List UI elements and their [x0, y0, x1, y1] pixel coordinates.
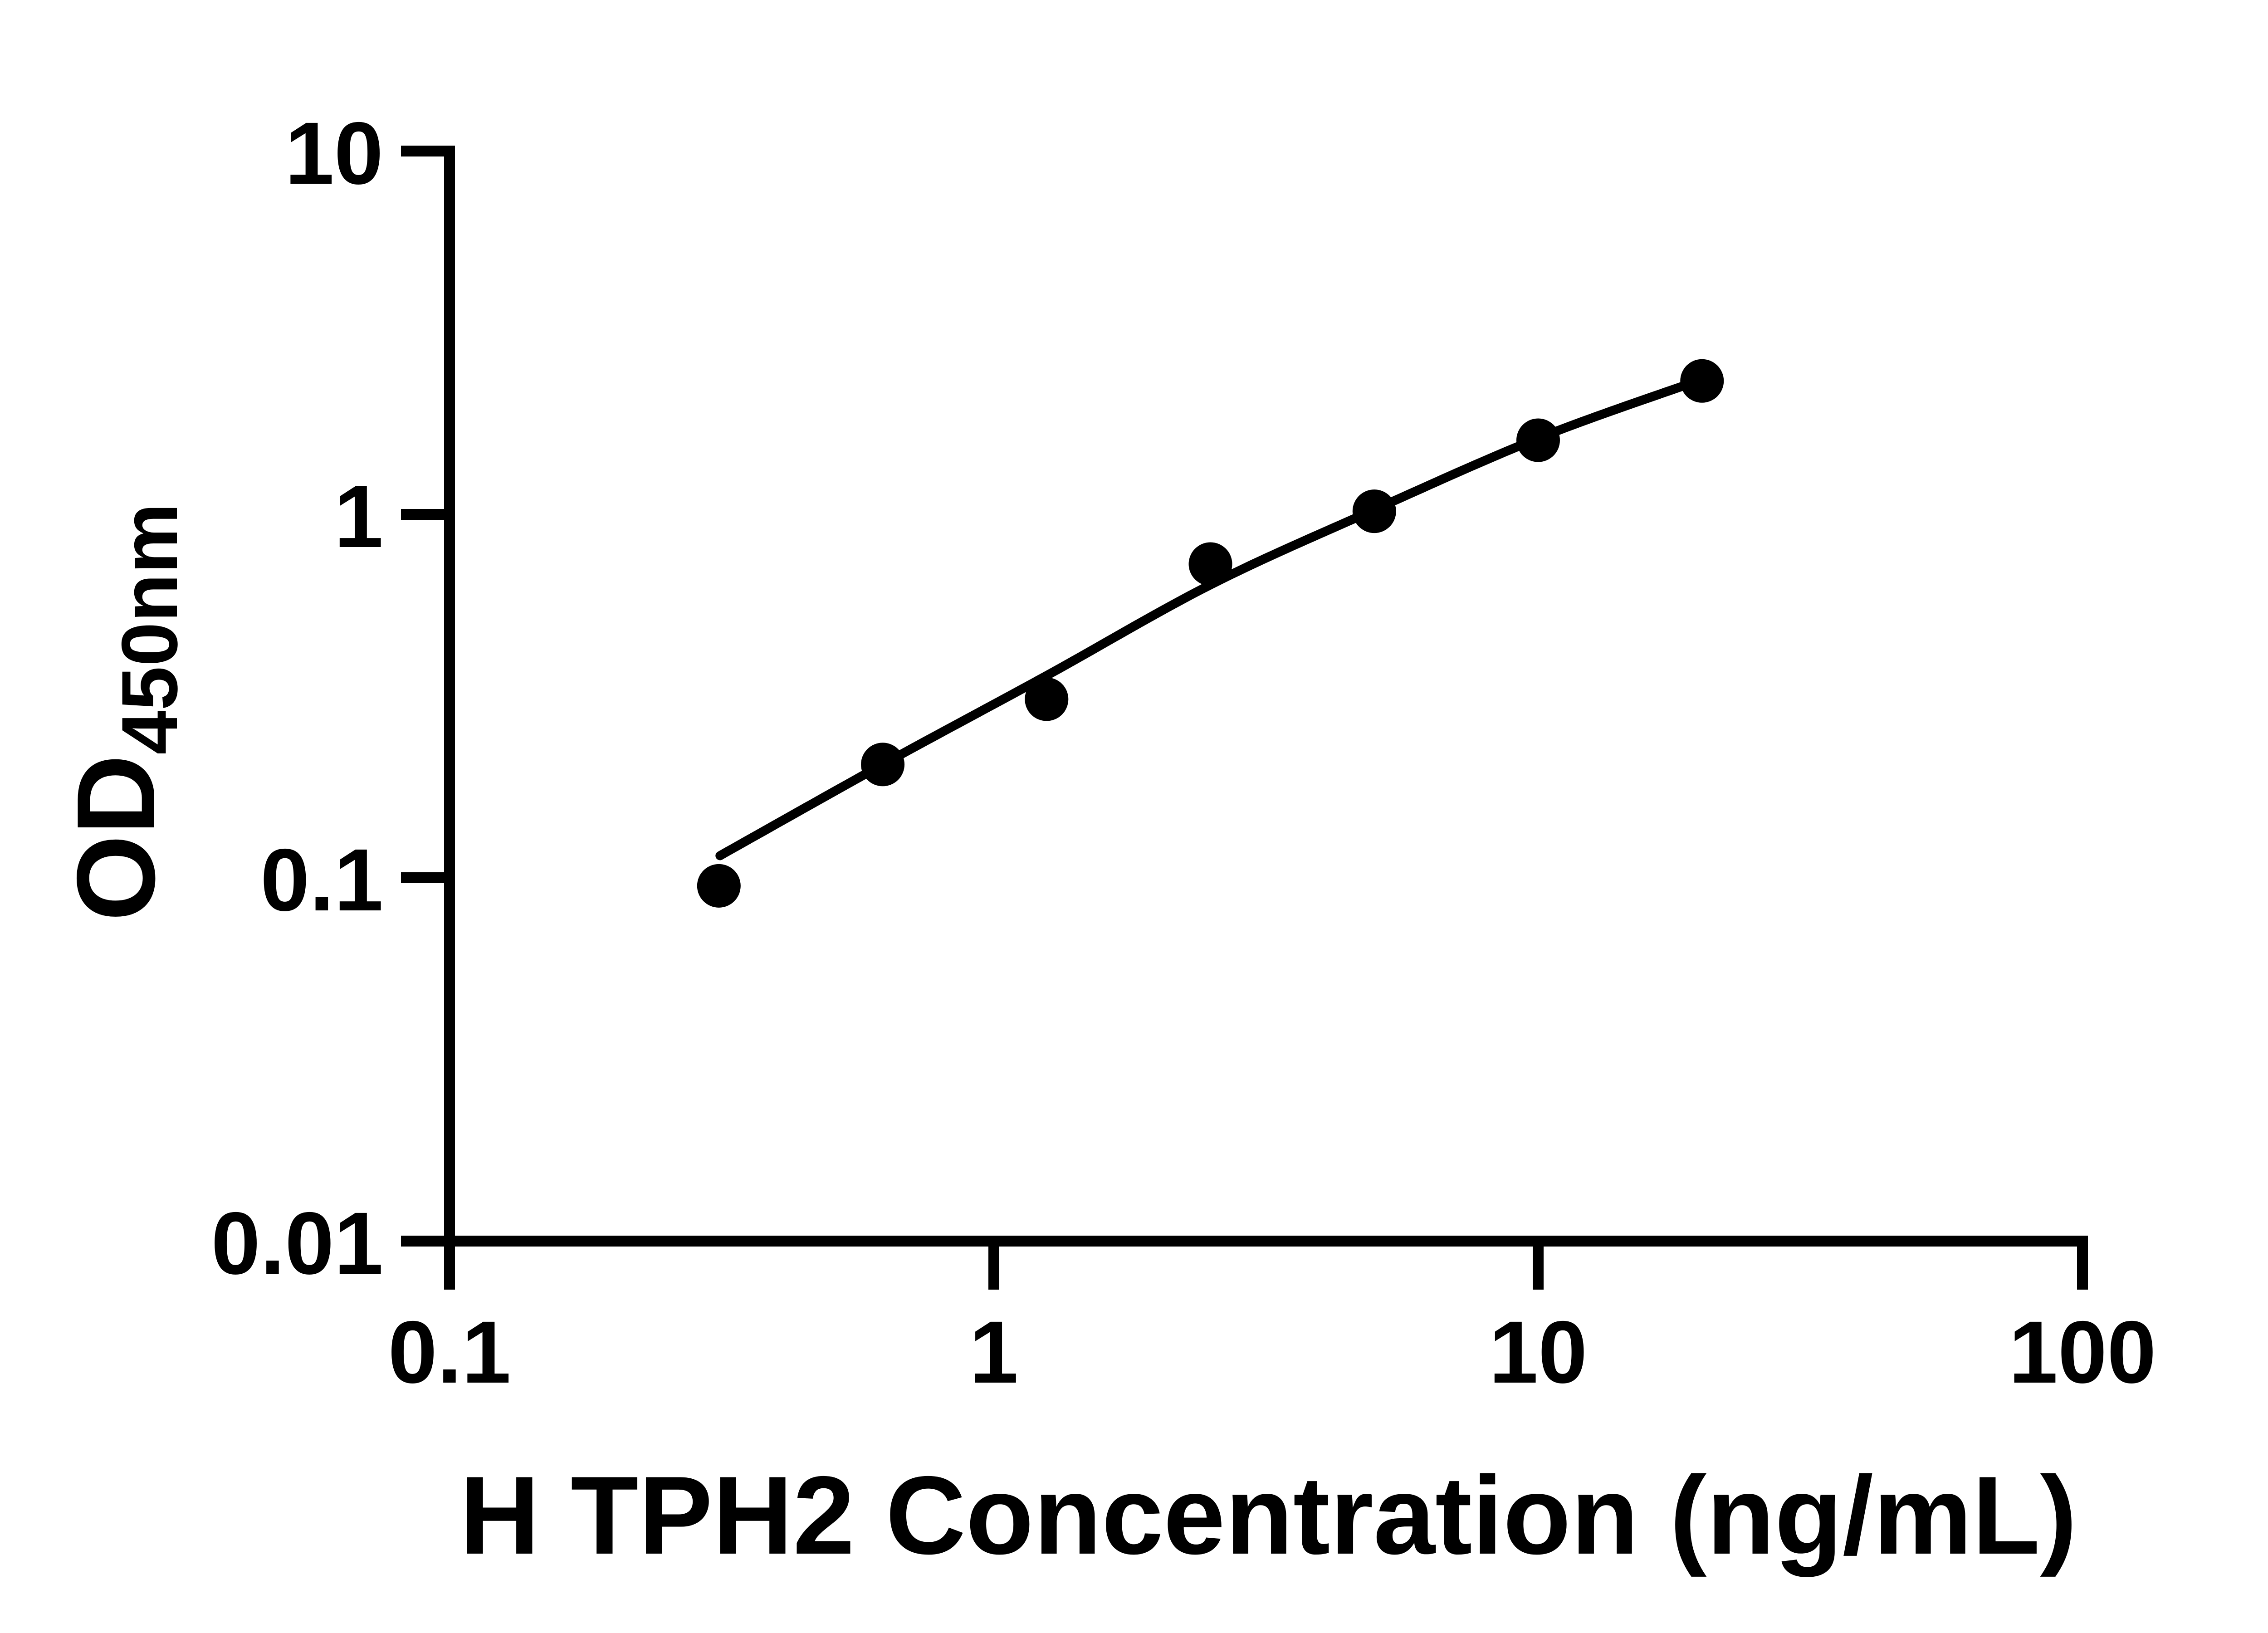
axes-layer	[401, 146, 2088, 1290]
x-axis-title: H TPH2 Concentration (ng/mL)	[459, 1453, 2077, 1577]
data-point	[861, 743, 905, 787]
x-axis-tick-label: 100	[2009, 1303, 2156, 1402]
y-axis-title-main: OD	[54, 754, 178, 921]
data-point	[697, 864, 741, 908]
x-axis-tick-label: 0.1	[388, 1303, 511, 1402]
y-axis-tick-label: 10	[285, 104, 383, 203]
y-axis-tick-label: 0.1	[260, 831, 383, 929]
data-point	[1516, 418, 1560, 462]
x-axis-tick-label: 10	[1489, 1303, 1588, 1402]
y-axis-title: OD450nm	[54, 503, 194, 921]
series-layer	[697, 359, 1724, 908]
y-axis-title-subscript: 450nm	[106, 503, 194, 754]
y-axis-tick-label: 1	[334, 467, 383, 566]
y-axis-tick-label: 0.01	[211, 1194, 383, 1293]
x-axis-tick-label: 1	[969, 1303, 1018, 1402]
data-point	[1352, 489, 1396, 533]
data-point	[1680, 359, 1724, 403]
data-point	[1188, 542, 1232, 586]
data-point	[1025, 677, 1069, 721]
